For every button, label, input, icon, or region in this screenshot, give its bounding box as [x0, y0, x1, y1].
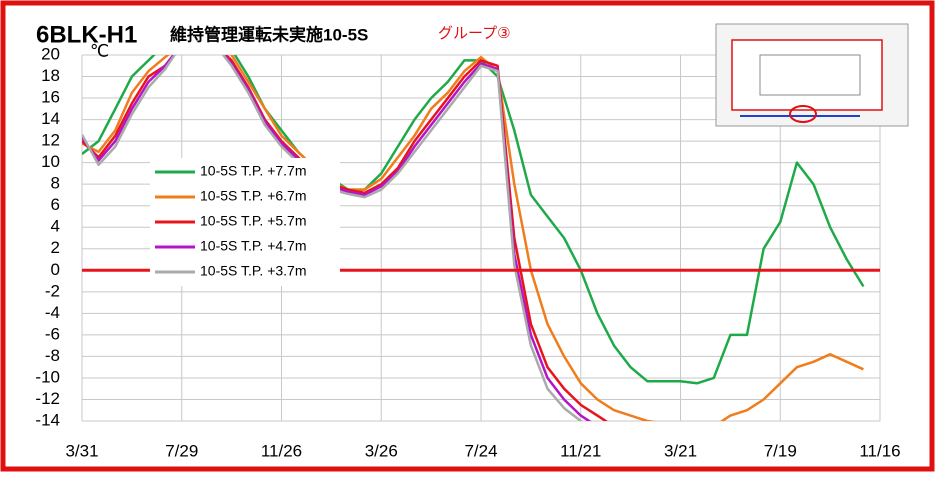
x-tick-label: 11/16: [859, 441, 900, 460]
y-tick-label: 0: [51, 260, 60, 279]
legend: 10-5S T.P. +7.7m 10-5S T.P. +6.7m 10-5S T.…: [150, 158, 340, 286]
x-tick-label: 7/19: [764, 441, 797, 460]
y-tick-label: -14: [35, 410, 60, 429]
y-tick-label: -6: [45, 324, 60, 343]
x-tick-label: 3/31: [65, 441, 98, 460]
y-tick-label: -10: [35, 367, 60, 386]
x-tick-label: 7/24: [464, 441, 497, 460]
legend-label: 10-5S T.P. +4.7m: [200, 238, 307, 254]
y-tick-label: 2: [51, 238, 60, 257]
site-map: [715, 23, 909, 127]
legend-label: 10-5S T.P. +5.7m: [200, 213, 307, 229]
series-line: [82, 55, 608, 421]
series-line: [82, 55, 592, 421]
y-tick-label: 6: [51, 195, 60, 214]
x-tick-label: 3/21: [664, 441, 697, 460]
series-line: [82, 55, 584, 421]
chart-subtitle: 維持管理運転未実施10-5S: [170, 24, 368, 44]
lines: [82, 55, 865, 421]
chart-title: 6BLK-H1: [36, 21, 137, 48]
series-line: [82, 55, 865, 385]
y-tick-label: 8: [51, 174, 60, 193]
y-tick-label: 20: [41, 44, 60, 63]
y-tick-label: 4: [51, 217, 60, 236]
y-tick-label: 10: [41, 152, 60, 171]
x-tick-label: 3/26: [365, 441, 398, 460]
y-tick-label: -2: [45, 281, 60, 300]
annotation: グループ③: [438, 25, 511, 42]
y-tick-label: 14: [41, 109, 60, 128]
y-tick-label: -8: [45, 346, 60, 365]
legend-label: 10-5S T.P. +7.7m: [200, 163, 307, 179]
legend-label: 10-5S T.P. +3.7m: [200, 263, 307, 279]
x-tick-label: 7/29: [165, 441, 198, 460]
y-tick-label: 12: [41, 131, 60, 150]
y-tick-label: 16: [41, 88, 60, 107]
series-line: [82, 55, 864, 421]
y-tick-label: -4: [45, 303, 60, 322]
y-tick-label: -12: [35, 389, 60, 408]
x-tick-label: 11/26: [261, 441, 302, 460]
x-tick-label: 11/21: [560, 441, 601, 460]
y-unit: ℃: [90, 41, 109, 60]
y-tick-label: 18: [41, 66, 60, 85]
legend-label: 10-5S T.P. +6.7m: [200, 188, 307, 204]
